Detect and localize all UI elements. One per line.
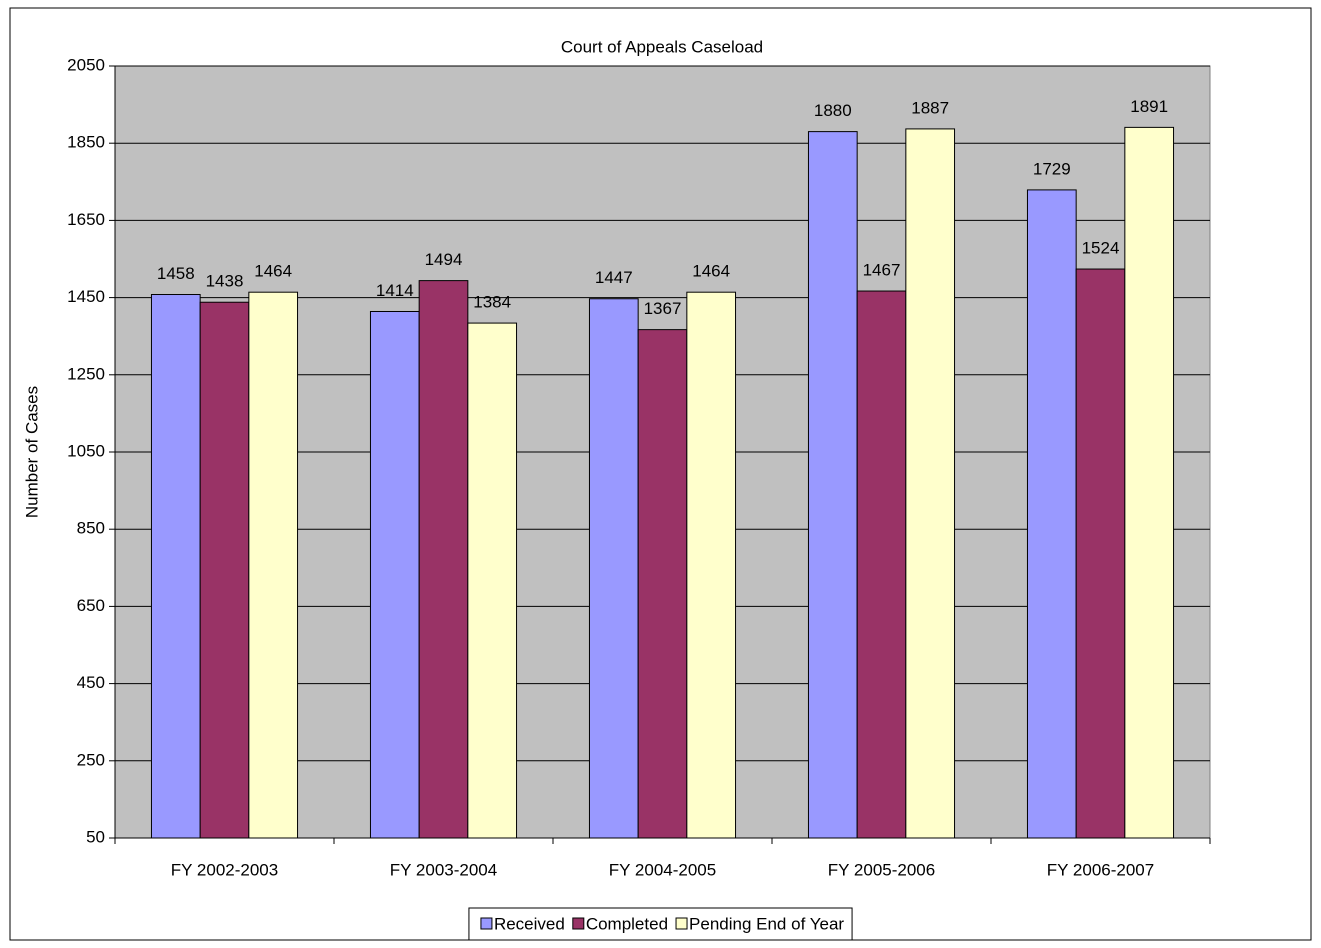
y-tick-label: 450 [77, 673, 105, 692]
data-label: 1384 [473, 293, 511, 312]
y-tick-label: 850 [77, 519, 105, 538]
bar [418, 280, 469, 839]
data-label: 1887 [911, 98, 949, 117]
y-tick-label: 50 [86, 827, 105, 846]
bar [686, 291, 737, 839]
x-tick-label: FY 2002-2003 [171, 860, 278, 879]
legend-label: Pending End of Year [689, 914, 844, 933]
bar [856, 290, 907, 839]
y-tick-label: 1650 [67, 210, 105, 229]
data-label: 1880 [814, 101, 852, 120]
y-tick-label: 2050 [67, 55, 105, 74]
bar [248, 291, 299, 839]
bar [467, 322, 518, 839]
data-label: 1464 [692, 262, 730, 281]
data-label: 1891 [1130, 97, 1168, 116]
y-tick-label: 1850 [67, 133, 105, 152]
legend-label: Completed [586, 914, 668, 933]
y-tick-label: 1250 [67, 364, 105, 383]
x-tick-label: FY 2005-2006 [828, 860, 935, 879]
data-label: 1729 [1033, 159, 1071, 178]
y-tick-label: 250 [77, 750, 105, 769]
data-label: 1467 [863, 261, 901, 280]
x-tick-label: FY 2003-2004 [390, 860, 497, 879]
bar [369, 310, 420, 839]
data-label: 1367 [644, 299, 682, 318]
data-label: 1458 [157, 264, 195, 283]
data-label: 1414 [376, 281, 414, 300]
chart-title: Court of Appeals Caseload [561, 37, 763, 56]
x-tick-label: FY 2004-2005 [609, 860, 716, 879]
bar [637, 329, 688, 839]
bar [1124, 126, 1175, 839]
data-label: 1494 [425, 250, 463, 269]
bar [807, 131, 858, 839]
legend-swatch [572, 917, 585, 930]
bar [905, 128, 956, 839]
y-tick-label: 1450 [67, 287, 105, 306]
y-tick-label: 650 [77, 596, 105, 615]
data-label: 1438 [206, 272, 244, 291]
legend-swatch [480, 917, 493, 930]
bar [1026, 189, 1077, 839]
bar [588, 298, 639, 839]
x-tick-label: FY 2006-2007 [1047, 860, 1154, 879]
y-axis-title: Number of Cases [22, 386, 41, 518]
legend [468, 907, 853, 941]
y-tick-label: 1050 [67, 441, 105, 460]
bar [199, 301, 250, 839]
legend-label: Received [494, 914, 565, 933]
data-label: 1464 [254, 262, 292, 281]
bar [1075, 268, 1126, 839]
data-label: 1447 [595, 268, 633, 287]
data-label: 1524 [1082, 239, 1120, 258]
bar [150, 294, 201, 839]
legend-swatch [675, 917, 688, 930]
